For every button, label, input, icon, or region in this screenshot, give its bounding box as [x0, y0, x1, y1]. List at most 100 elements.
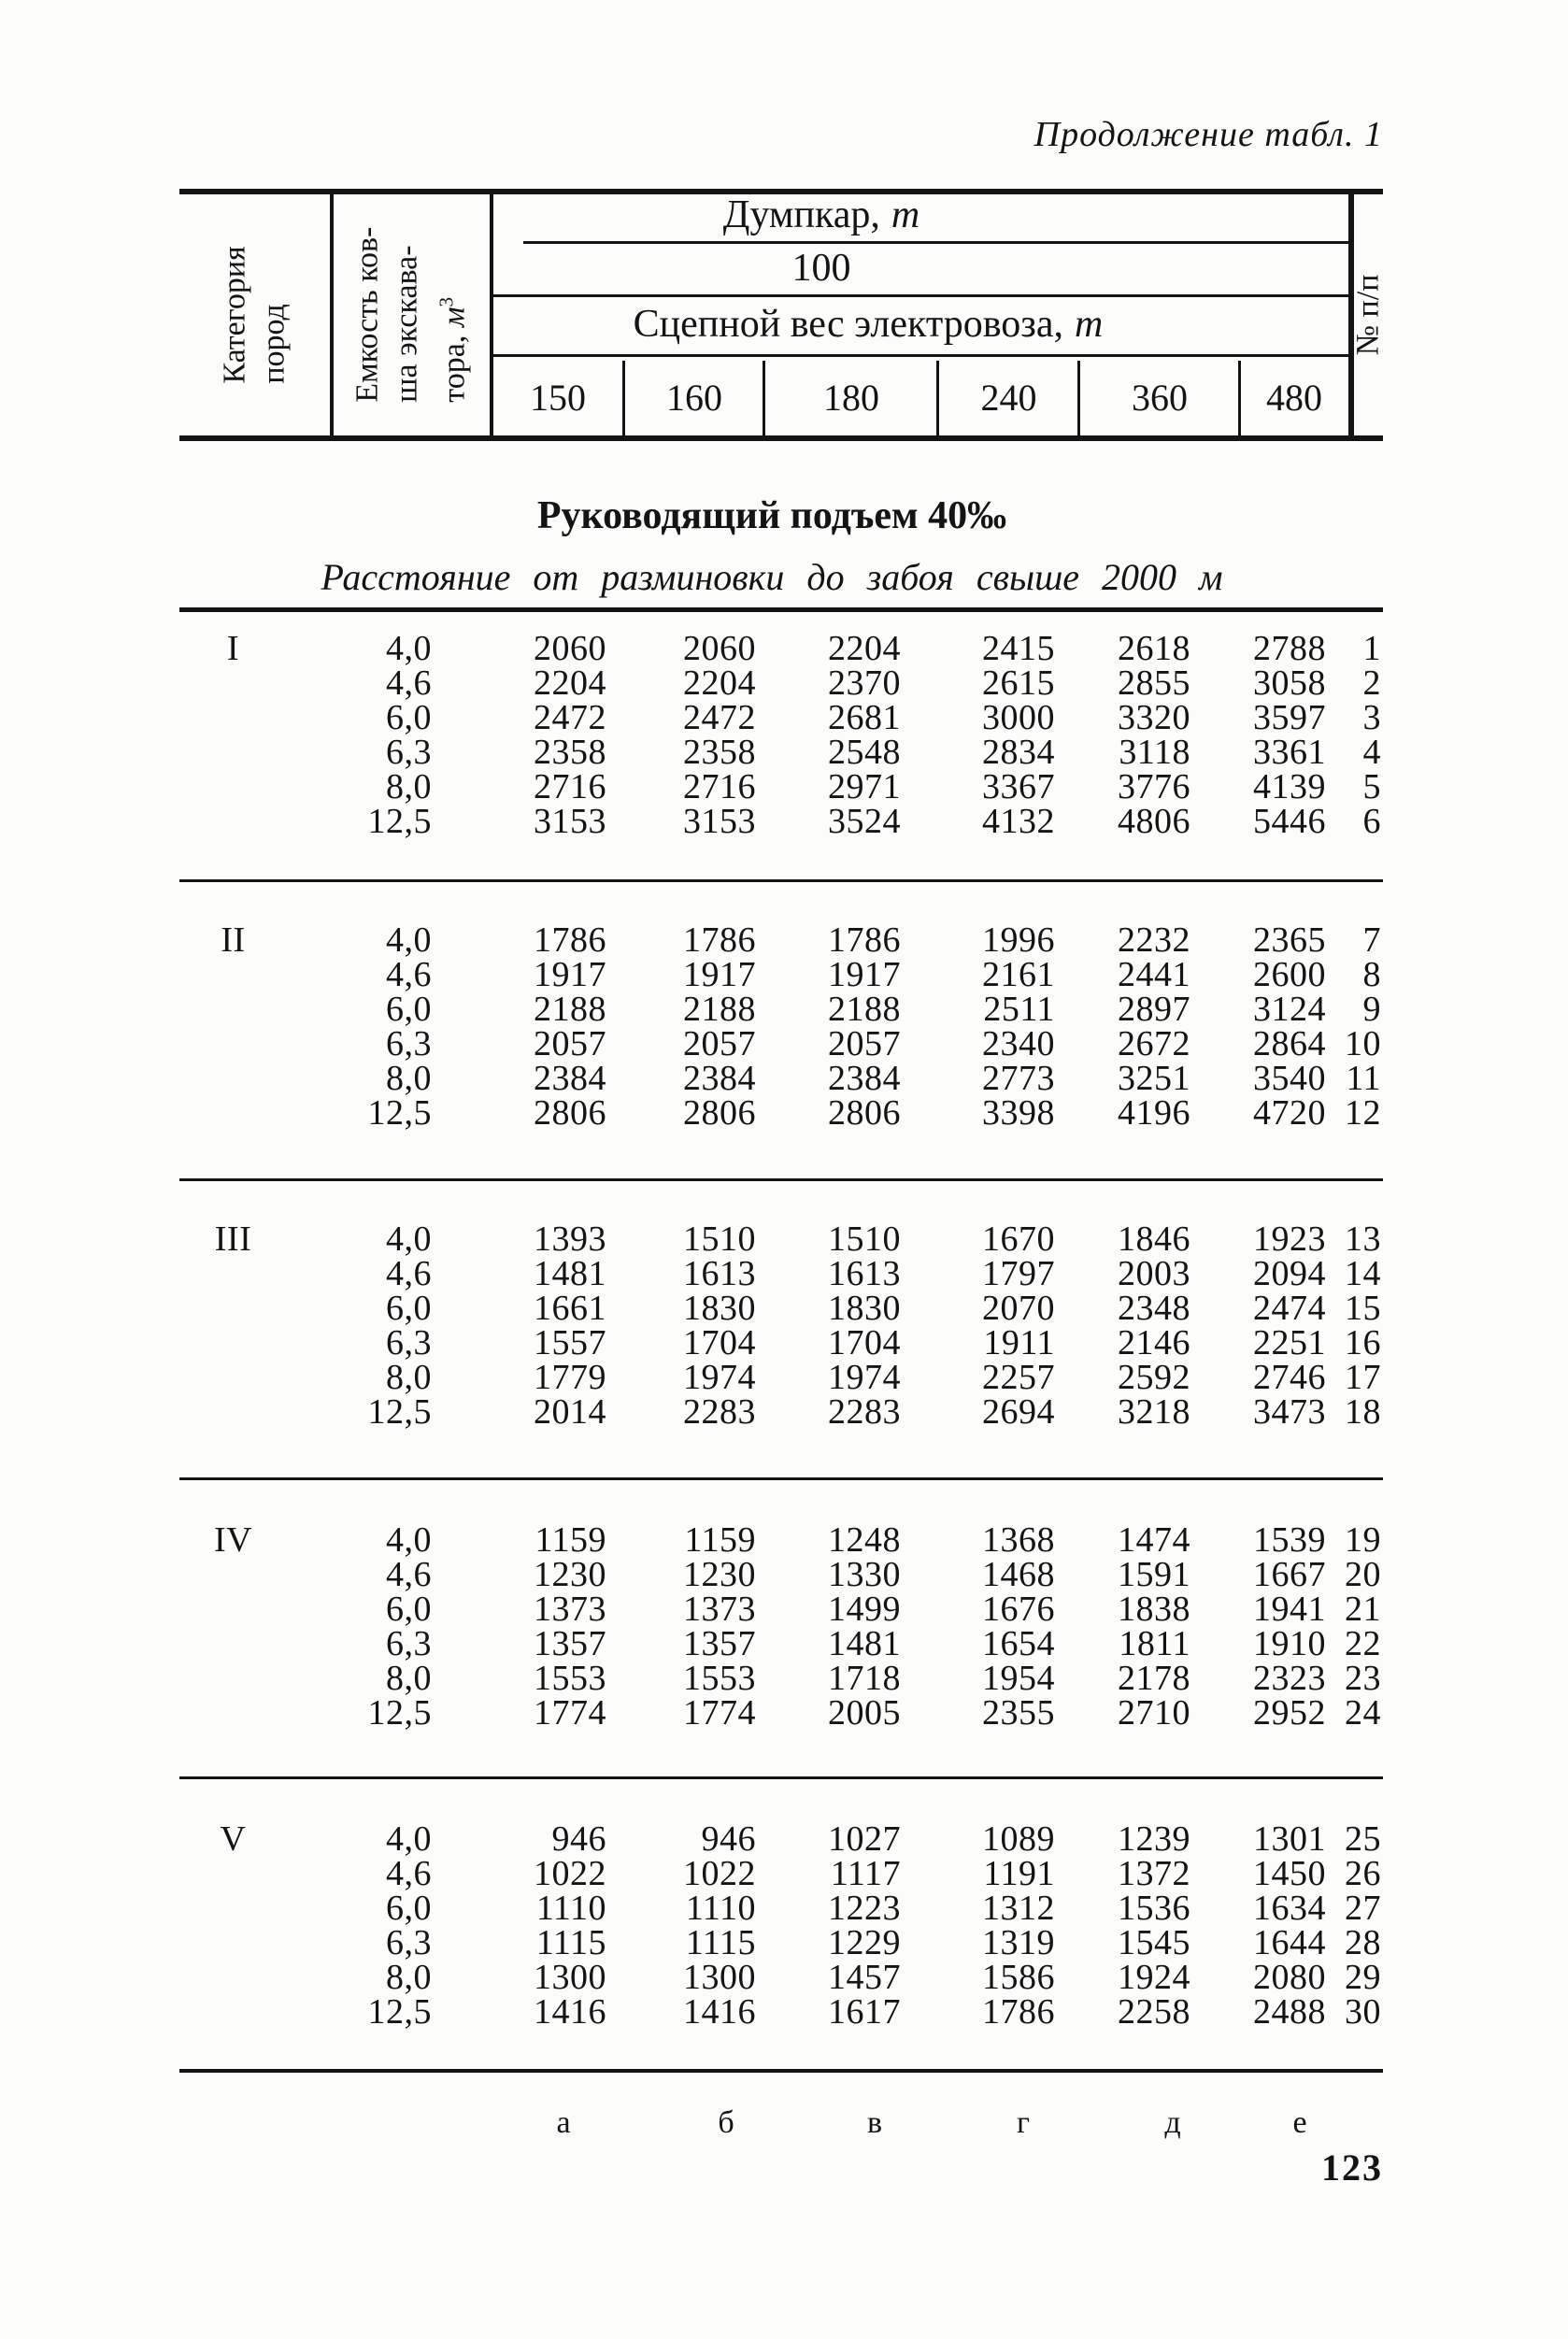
row-number-cell: 28 — [1345, 1923, 1381, 1962]
value-cell-160: 1774 — [683, 1693, 756, 1733]
value-cell-180: 2971 — [828, 767, 901, 806]
value-cell-150: 2716 — [534, 767, 606, 806]
category-cell — [179, 958, 287, 992]
group-separator — [179, 1178, 1383, 1181]
value-cell-180: 1248 — [828, 1520, 901, 1560]
category-cell — [179, 1361, 287, 1395]
value-cell-240: 2615 — [982, 663, 1055, 703]
value-cell-150: 1553 — [534, 1659, 606, 1698]
bucket-capacity-cell: 6,0 — [386, 1289, 432, 1328]
category-cell — [179, 1891, 287, 1926]
value-cell-180: 1481 — [828, 1624, 901, 1663]
bucket-capacity-cell: 6,0 — [386, 698, 432, 737]
category-cell — [179, 1558, 287, 1592]
value-cell-360: 1811 — [1119, 1624, 1190, 1663]
value-cell-480: 1910 — [1253, 1624, 1326, 1663]
value-cell-150: 2472 — [534, 698, 606, 737]
divider-category-bucket — [330, 194, 334, 435]
table-row: 12,5 1416 1416 1617 1786 2258 2488 30 — [179, 1992, 1383, 2032]
value-cell-180: 2384 — [828, 1059, 901, 1098]
value-cell-360: 3776 — [1118, 767, 1190, 806]
bucket-capacity-cell: 12,5 — [367, 1093, 432, 1133]
row-number-cell: 4 — [1362, 733, 1381, 772]
value-cell-180: 2681 — [828, 698, 901, 737]
value-cell-160: 2057 — [683, 1024, 756, 1063]
column-letter-a: а — [556, 2105, 571, 2140]
table-row: 12,5 1774 1774 2005 2355 2710 2952 24 — [179, 1693, 1383, 1733]
value-cell-240: 3000 — [982, 698, 1055, 737]
header-dumpcar: Думпкар, т — [722, 193, 920, 236]
value-cell-160: 1357 — [683, 1624, 756, 1663]
category-group-I: I 4,0 2060 2060 2204 2415 2618 2788 1 4,6 2204 2204… — [179, 629, 1383, 841]
value-cell-180: 1330 — [828, 1555, 901, 1594]
value-cell-180: 2548 — [828, 733, 901, 772]
bucket-capacity-cell: 6,0 — [386, 1590, 432, 1629]
bucket-capacity-cell: 8,0 — [386, 1358, 432, 1397]
value-cell-160: 1553 — [683, 1659, 756, 1698]
value-cell-180: 1704 — [828, 1323, 901, 1362]
value-cell-360: 1536 — [1118, 1889, 1190, 1928]
bucket-capacity-cell: 12,5 — [367, 1392, 432, 1432]
header-bucket-line2: ша экскава- — [389, 245, 424, 404]
value-cell-180: 2188 — [828, 990, 901, 1029]
value-cell-240: 1368 — [982, 1520, 1055, 1560]
value-cell-180: 1457 — [828, 1958, 901, 1997]
value-cell-160: 1115 — [685, 1923, 756, 1962]
bucket-capacity-cell: 6,3 — [386, 1024, 432, 1063]
value-cell-480: 1923 — [1253, 1219, 1326, 1259]
row-number-cell: 19 — [1345, 1520, 1381, 1560]
value-cell-360: 1924 — [1118, 1958, 1190, 1997]
value-cell-360: 1591 — [1118, 1555, 1190, 1594]
section-subtitle: Расстояние от разминовки до забоя свыше … — [321, 556, 1223, 598]
value-cell-240: 3398 — [982, 1093, 1055, 1133]
value-cell-180: 1718 — [828, 1659, 901, 1698]
value-cell-150: 2188 — [534, 990, 606, 1029]
header-dumpcar-unit: т — [891, 193, 920, 236]
value-cell-150: 2204 — [534, 663, 606, 703]
divider-240-360 — [1077, 361, 1080, 435]
row-number-cell: 20 — [1345, 1555, 1381, 1594]
table-row: 8,0 2716 2716 2971 3367 3776 4139 5 — [179, 767, 1383, 806]
value-cell-480: 1450 — [1253, 1854, 1326, 1893]
divider-180-240 — [936, 361, 939, 435]
category-cell — [179, 1995, 287, 2030]
value-cell-160: 1300 — [683, 1958, 756, 1997]
value-cell-160: 946 — [701, 1819, 756, 1859]
value-cell-160: 3153 — [683, 802, 756, 841]
value-cell-360: 2003 — [1118, 1254, 1190, 1293]
divider-160-180 — [763, 361, 765, 435]
header-weight-160: 160 — [666, 376, 722, 419]
category-cell — [179, 666, 287, 701]
value-cell-480: 2251 — [1253, 1323, 1326, 1362]
category-group-V: V 4,0 946 946 1027 1089 1239 1301 25 4,6 1022 1022 1… — [179, 1819, 1383, 2032]
value-cell-360: 4806 — [1118, 802, 1190, 841]
category-cell — [179, 992, 287, 1027]
category-cell — [179, 1257, 287, 1291]
row-number-cell: 30 — [1345, 1992, 1381, 2032]
category-cell — [179, 701, 287, 735]
table-row: 12,5 2014 2283 2283 2694 3218 3473 18 — [179, 1392, 1383, 1432]
value-cell-360: 3118 — [1119, 733, 1190, 772]
value-cell-160: 1022 — [683, 1854, 756, 1893]
row-number-cell: 15 — [1345, 1289, 1381, 1328]
table-row: 4,6 1917 1917 1917 2161 2441 2600 8 — [179, 955, 1383, 994]
category-cell — [179, 770, 287, 805]
value-cell-160: 1510 — [683, 1219, 756, 1259]
bucket-capacity-cell: 4,6 — [386, 1854, 432, 1893]
table-row: 4,6 1022 1022 1117 1191 1372 1450 26 — [179, 1854, 1383, 1893]
bucket-capacity-cell: 4,6 — [386, 955, 432, 994]
table-row: 6,3 1557 1704 1704 1911 2146 2251 16 — [179, 1323, 1383, 1362]
header-top-rule — [179, 189, 1383, 194]
table-bottom-rule — [179, 2069, 1383, 2073]
table-row: 6,0 2188 2188 2188 2511 2897 3124 9 — [179, 990, 1383, 1029]
value-cell-160: 2358 — [683, 733, 756, 772]
value-cell-360: 3218 — [1118, 1392, 1190, 1432]
page-number: 123 — [1321, 2146, 1383, 2189]
category-cell — [179, 1627, 287, 1662]
header-category-column: Категория пород — [179, 194, 330, 435]
category-cell — [179, 1395, 287, 1430]
row-number-cell: 24 — [1345, 1693, 1381, 1733]
value-cell-160: 2188 — [683, 990, 756, 1029]
value-cell-480: 1667 — [1253, 1555, 1326, 1594]
value-cell-150: 2060 — [534, 629, 606, 668]
